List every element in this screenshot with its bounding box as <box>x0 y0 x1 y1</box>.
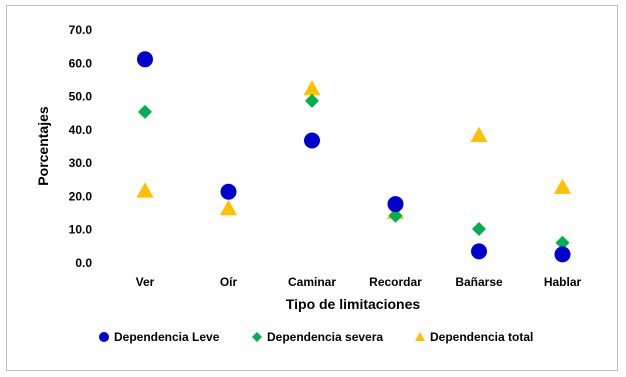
legend: Dependencia Leve Dependencia severa Depend… <box>99 330 533 344</box>
x-tick-label: Bañarse <box>455 275 503 289</box>
y-tick-labels: 0.0 10.0 20.0 30.0 40.0 50.0 60.0 70.0 <box>69 23 93 270</box>
diamond-point <box>555 235 570 250</box>
circle-point <box>304 132 320 149</box>
diamond-point <box>472 222 486 237</box>
x-tick-label: Caminar <box>288 275 336 289</box>
triangle-point <box>554 178 571 194</box>
triangle-point <box>220 199 237 216</box>
legend-label: Dependencia severa <box>267 330 383 344</box>
y-tick-label: 10.0 <box>69 223 93 237</box>
diamond-point <box>388 208 403 223</box>
circle-point <box>137 51 153 68</box>
x-tick-label: Hablar <box>544 275 582 289</box>
chart-frame <box>6 5 618 371</box>
legend-label: Dependencia Leve <box>114 330 220 344</box>
y-tick-label: 20.0 <box>69 189 93 203</box>
legend-circle-icon <box>99 332 109 342</box>
y-tick-label: 50.0 <box>69 90 93 104</box>
x-tick-label: Oír <box>220 275 238 289</box>
y-tick-label: 30.0 <box>69 156 93 170</box>
diamond-point <box>305 93 319 108</box>
circle-point <box>554 246 571 263</box>
legend-triangle-icon <box>415 332 425 341</box>
triangle-point <box>470 126 488 142</box>
y-axis-label: Porcentajes <box>35 106 51 186</box>
legend-diamond-icon <box>252 332 262 342</box>
x-axis-label: Tipo de limitaciones <box>286 296 421 312</box>
circle-point <box>387 196 404 213</box>
x-tick-label: Recordar <box>369 275 422 289</box>
circle-point <box>471 243 487 260</box>
circle-point <box>220 183 237 200</box>
data-markers <box>136 51 571 263</box>
y-tick-label: 70.0 <box>69 23 93 37</box>
triangle-point <box>303 80 321 96</box>
x-tick-labels: Ver Oír Caminar Recordar Bañarse Hablar <box>136 275 582 289</box>
triangle-point <box>136 182 154 198</box>
y-tick-label: 40.0 <box>69 123 93 137</box>
y-tick-label: 0.0 <box>75 256 92 270</box>
x-tick-label: Ver <box>136 275 155 289</box>
y-tick-label: 60.0 <box>69 56 93 70</box>
legend-label: Dependencia total <box>430 330 533 344</box>
diamond-point <box>138 104 152 119</box>
